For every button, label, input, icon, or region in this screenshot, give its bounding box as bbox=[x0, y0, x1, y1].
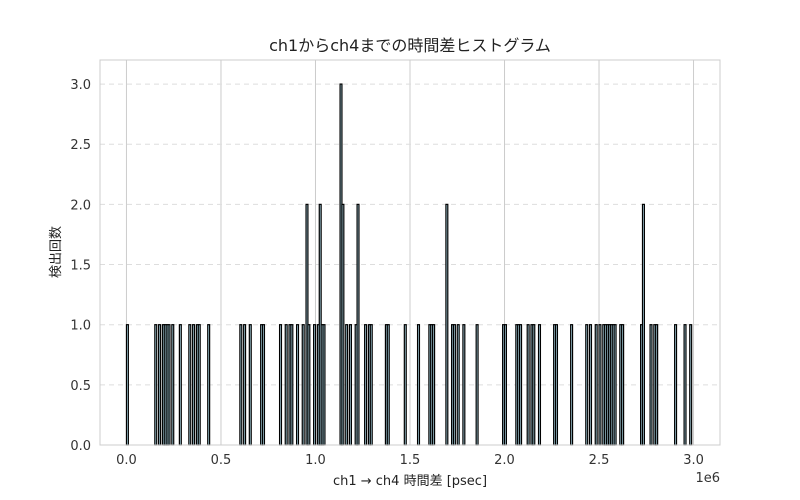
histogram-bar bbox=[585, 324, 589, 446]
histogram-bar bbox=[683, 324, 687, 446]
histogram-bar bbox=[356, 203, 360, 446]
histogram-bar bbox=[348, 324, 353, 446]
histogram-bar bbox=[278, 324, 283, 446]
x-tick-labels: 0.0 0.5 1.0 1.5 2.0 2.5 3.0 bbox=[116, 453, 704, 468]
y-tick-label: 0.0 bbox=[70, 439, 91, 454]
histogram-bar bbox=[386, 324, 390, 446]
y-tick-label: 2.0 bbox=[70, 198, 91, 213]
histogram-bar bbox=[207, 324, 211, 446]
histogram-bar bbox=[432, 324, 436, 446]
y-tick-label: 1.0 bbox=[70, 319, 91, 334]
histogram-bar bbox=[613, 324, 617, 446]
histogram-bar bbox=[301, 324, 305, 446]
histogram-bar bbox=[655, 324, 659, 446]
histogram-bar bbox=[192, 324, 196, 446]
histogram-bar bbox=[167, 324, 171, 446]
x-axis-offset-label: 1e6 bbox=[695, 471, 720, 486]
x-tick-label: 2.5 bbox=[589, 453, 610, 468]
histogram-bar bbox=[290, 324, 294, 446]
x-tick-label: 2.0 bbox=[494, 453, 515, 468]
histogram-bar bbox=[570, 324, 574, 446]
x-tick-label: 0.5 bbox=[211, 453, 232, 468]
histogram-bar bbox=[403, 324, 407, 446]
histogram-bar bbox=[462, 324, 466, 446]
histogram-bar bbox=[503, 324, 508, 446]
histogram-bar bbox=[598, 324, 602, 446]
histogram-bar bbox=[125, 324, 129, 446]
histogram-bar bbox=[261, 324, 266, 446]
histogram-bar bbox=[588, 324, 593, 446]
histogram-bar bbox=[248, 324, 252, 446]
chart-title: ch1からch4までの時間差ヒストグラム bbox=[269, 36, 551, 55]
histogram-bar bbox=[532, 324, 536, 446]
histogram-bar bbox=[307, 324, 311, 446]
y-tick-label: 1.5 bbox=[70, 259, 91, 274]
y-tick-labels: 0.0 0.5 1.0 1.5 2.0 2.5 3.0 bbox=[70, 78, 91, 454]
histogram-bar bbox=[345, 324, 349, 446]
histogram-bar bbox=[322, 324, 326, 446]
histogram-bar bbox=[369, 324, 373, 446]
y-tick-label: 0.5 bbox=[70, 379, 91, 394]
x-tick-label: 1.5 bbox=[400, 453, 421, 468]
histogram-bar bbox=[445, 203, 449, 446]
histogram-bar bbox=[239, 324, 243, 446]
histogram-bar bbox=[554, 324, 559, 446]
histogram-bar bbox=[157, 324, 162, 446]
histogram-bar bbox=[621, 324, 625, 446]
histogram-bar bbox=[641, 203, 645, 446]
histogram-bar bbox=[594, 324, 598, 446]
histogram-bar bbox=[178, 324, 182, 446]
histogram-bar bbox=[341, 203, 345, 446]
histogram-bar bbox=[456, 324, 460, 446]
histogram-bar bbox=[188, 324, 192, 446]
x-axis-title: ch1 → ch4 時間差 [psec] bbox=[333, 474, 487, 489]
histogram-bar bbox=[295, 324, 300, 446]
y-axis-title: 検出回数 bbox=[49, 226, 64, 278]
histogram-bar bbox=[452, 324, 456, 446]
x-tick-label: 3.0 bbox=[683, 453, 704, 468]
x-tick-label: 0.0 bbox=[116, 453, 137, 468]
histogram-bar bbox=[312, 324, 317, 446]
histogram-bar bbox=[674, 324, 678, 446]
histogram-bar bbox=[689, 324, 693, 446]
plot-frame bbox=[99, 59, 721, 446]
histogram-bar bbox=[243, 324, 247, 446]
x-tick-label: 1.0 bbox=[305, 453, 326, 468]
grid-layer bbox=[100, 60, 720, 445]
histogram-bar bbox=[519, 324, 523, 446]
y-tick-label: 3.0 bbox=[70, 78, 91, 93]
histogram-bar bbox=[649, 324, 653, 446]
histogram-bar bbox=[284, 324, 288, 446]
histogram-bar bbox=[526, 324, 530, 446]
histogram-bar bbox=[197, 324, 201, 446]
histogram-bar bbox=[416, 324, 421, 446]
histogram-bar bbox=[475, 324, 479, 446]
histogram-bar bbox=[154, 324, 158, 446]
histogram-bar bbox=[171, 324, 175, 446]
histogram-bar bbox=[537, 324, 542, 446]
y-tick-label: 2.5 bbox=[70, 138, 91, 153]
histogram-bar bbox=[364, 324, 368, 446]
